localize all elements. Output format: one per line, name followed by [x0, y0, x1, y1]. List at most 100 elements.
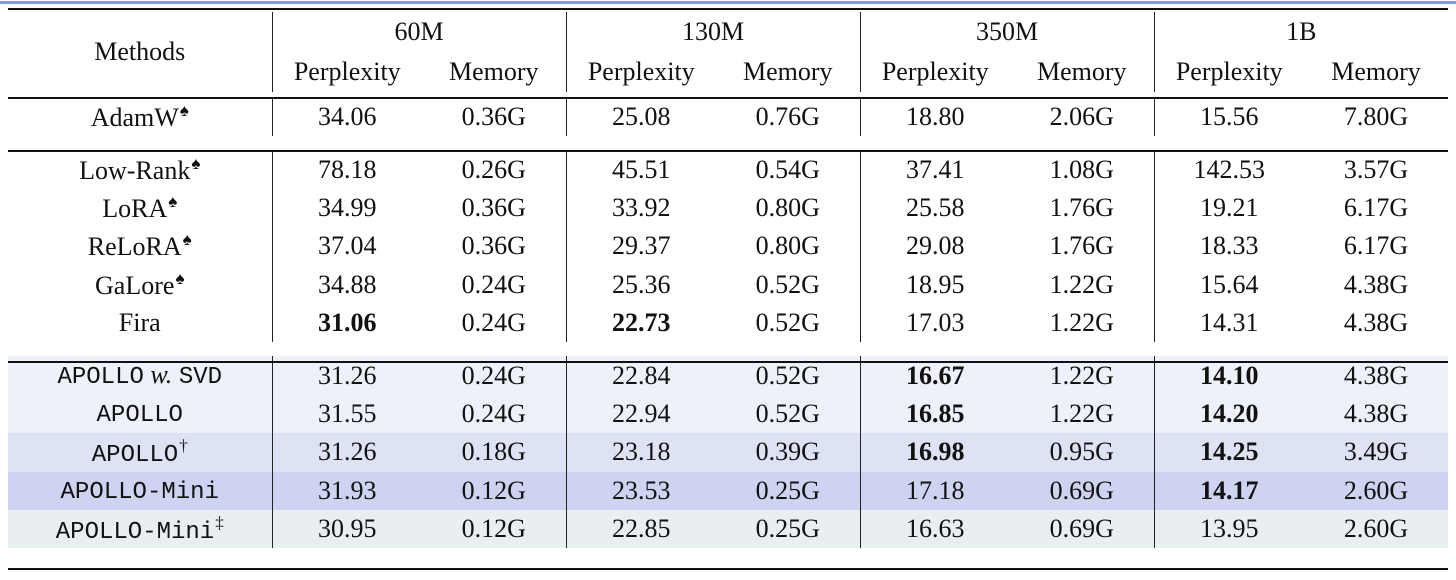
perplexity-value: 142.53 — [1193, 154, 1266, 184]
perplexity-cell: 45.51 — [566, 150, 716, 188]
perplexity-cell: 31.26 — [272, 433, 422, 472]
perplexity-value: 31.26 — [318, 437, 377, 467]
memory-value: 3.49G — [1343, 437, 1409, 467]
method-footnote-mark: ♠ — [182, 230, 192, 250]
perplexity-cell: 31.55 — [272, 394, 422, 434]
method-name: GaLore — [95, 270, 175, 300]
memory-cell: 0.52G — [716, 356, 861, 395]
method-name: APOLLO — [96, 402, 183, 430]
memory-value: 1.22G — [1049, 360, 1114, 390]
memory-value: 2.60G — [1343, 514, 1409, 544]
memory-cell: 0.36G — [422, 227, 567, 266]
perplexity-cell: 17.18 — [860, 471, 1010, 510]
method-cell: LoRA♠ — [8, 188, 273, 228]
perplexity-value: 34.06 — [318, 102, 377, 132]
memory-value: 0.52G — [755, 398, 820, 428]
perplexity-cell: 29.37 — [566, 227, 716, 265]
perplexity-value: 22.73 — [612, 308, 671, 338]
header-row-sizes: Methods 60M 130M 350M 1B — [8, 12, 1448, 92]
table-row: APOLLO w. SVD 31.26 0.24G 22.84 0.52G 16.67 1.… — [8, 356, 1448, 395]
perplexity-value: 14.31 — [1200, 308, 1259, 338]
perplexity-value: 17.18 — [906, 475, 965, 505]
method-cell: APOLLO w. SVD — [8, 356, 273, 395]
perplexity-cell: 23.18 — [566, 433, 716, 472]
memory-cell: 0.54G — [716, 150, 861, 189]
memory-value: 1.22G — [1049, 308, 1114, 338]
perplexity-cell: 25.58 — [860, 189, 1010, 227]
perplexity-cell: 16.63 — [860, 509, 1010, 549]
method-suffix: SVD — [178, 364, 223, 392]
memory-cell: 2.60G — [1304, 509, 1448, 549]
method-cell: AdamW♠ — [8, 98, 273, 137]
method-italic: w. — [150, 360, 173, 390]
size-header-350m: 350M — [860, 12, 1155, 52]
memory-value: 6.17G — [1343, 192, 1409, 222]
method-name: APOLLO-Mini — [60, 479, 219, 507]
memory-cell: 1.22G — [1010, 356, 1155, 395]
memory-value: 0.12G — [461, 514, 526, 544]
perplexity-cell: 14.31 — [1154, 304, 1304, 342]
perplexity-cell: 23.53 — [566, 471, 716, 510]
memory-cell: 6.17G — [1304, 227, 1448, 265]
perplexity-value: 33.92 — [612, 192, 671, 222]
method-cell: GaLore♠ — [8, 265, 273, 304]
memory-cell: 0.76G — [716, 98, 861, 137]
perplexity-value: 37.41 — [906, 154, 965, 184]
perplexity-cell: 13.95 — [1154, 509, 1304, 549]
perplexity-cell: 22.73 — [566, 304, 716, 342]
methods-header: Methods — [8, 12, 273, 92]
perplexity-cell: 22.94 — [566, 394, 716, 434]
perplexity-value: 29.37 — [612, 231, 671, 261]
memory-cell: 0.24G — [422, 394, 567, 434]
memory-cell: 0.12G — [422, 509, 567, 549]
header-rule — [8, 97, 1448, 99]
memory-value: 6.17G — [1343, 231, 1409, 261]
metric-header-memory: Memory — [1331, 57, 1421, 86]
memory-cell: 0.52G — [716, 303, 861, 343]
method-footnote-mark: ♠ — [168, 191, 178, 211]
memory-cell: 4.38G — [1304, 394, 1448, 434]
memory-cell: 0.95G — [1010, 433, 1155, 472]
header-row-metrics: Perplexity Memory Perplexity Memory Perp… — [8, 52, 1448, 92]
perplexity-value: 17.03 — [906, 308, 965, 338]
table-row: APOLLO† 31.26 0.18G 23.18 0.39G 16.98 0.95G 14.… — [8, 433, 1448, 472]
metric-header-memory: Memory — [716, 52, 861, 92]
memory-value: 0.52G — [755, 308, 820, 338]
memory-value: 0.18G — [461, 437, 526, 467]
memory-cell: 1.08G — [1010, 150, 1155, 189]
memory-value: 0.24G — [461, 398, 526, 428]
perplexity-value: 18.80 — [906, 102, 965, 132]
memory-cell: 0.36G — [422, 98, 567, 137]
memory-cell: 4.38G — [1304, 266, 1448, 304]
memory-value: 3.57G — [1343, 154, 1409, 184]
metric-header-memory: Memory — [422, 52, 567, 92]
perplexity-value: 30.95 — [318, 514, 377, 544]
perplexity-cell: 29.08 — [860, 227, 1010, 265]
method-cell: Fira — [8, 303, 273, 343]
memory-value: 0.80G — [755, 192, 820, 222]
perplexity-value: 22.84 — [612, 360, 671, 390]
perplexity-cell: 31.06 — [272, 304, 422, 342]
method-cell: APOLLO — [8, 394, 273, 434]
group-rule-1 — [8, 150, 1448, 152]
memory-value: 0.12G — [461, 475, 526, 505]
perplexity-cell: 25.08 — [566, 98, 716, 136]
perplexity-cell: 37.04 — [272, 227, 422, 265]
memory-value: 1.22G — [1049, 398, 1114, 428]
memory-cell: 0.25G — [716, 471, 861, 510]
memory-cell: 0.24G — [422, 356, 567, 395]
perplexity-cell: 22.85 — [566, 509, 716, 549]
perplexity-cell: 16.67 — [860, 356, 1010, 395]
memory-value: 0.69G — [1049, 514, 1114, 544]
memory-value: 0.24G — [461, 360, 526, 390]
perplexity-value: 16.98 — [906, 437, 965, 467]
memory-value: 0.25G — [755, 475, 820, 505]
perplexity-cell: 18.80 — [860, 98, 1010, 136]
perplexity-cell: 15.64 — [1154, 266, 1304, 304]
memory-value: 0.39G — [755, 437, 820, 467]
method-name: APOLLO — [57, 364, 144, 392]
perplexity-cell: 17.03 — [860, 304, 1010, 342]
perplexity-value: 16.85 — [906, 398, 965, 428]
caption-edge-cropped — [0, 0, 1456, 6]
perplexity-value: 14.10 — [1200, 360, 1259, 390]
